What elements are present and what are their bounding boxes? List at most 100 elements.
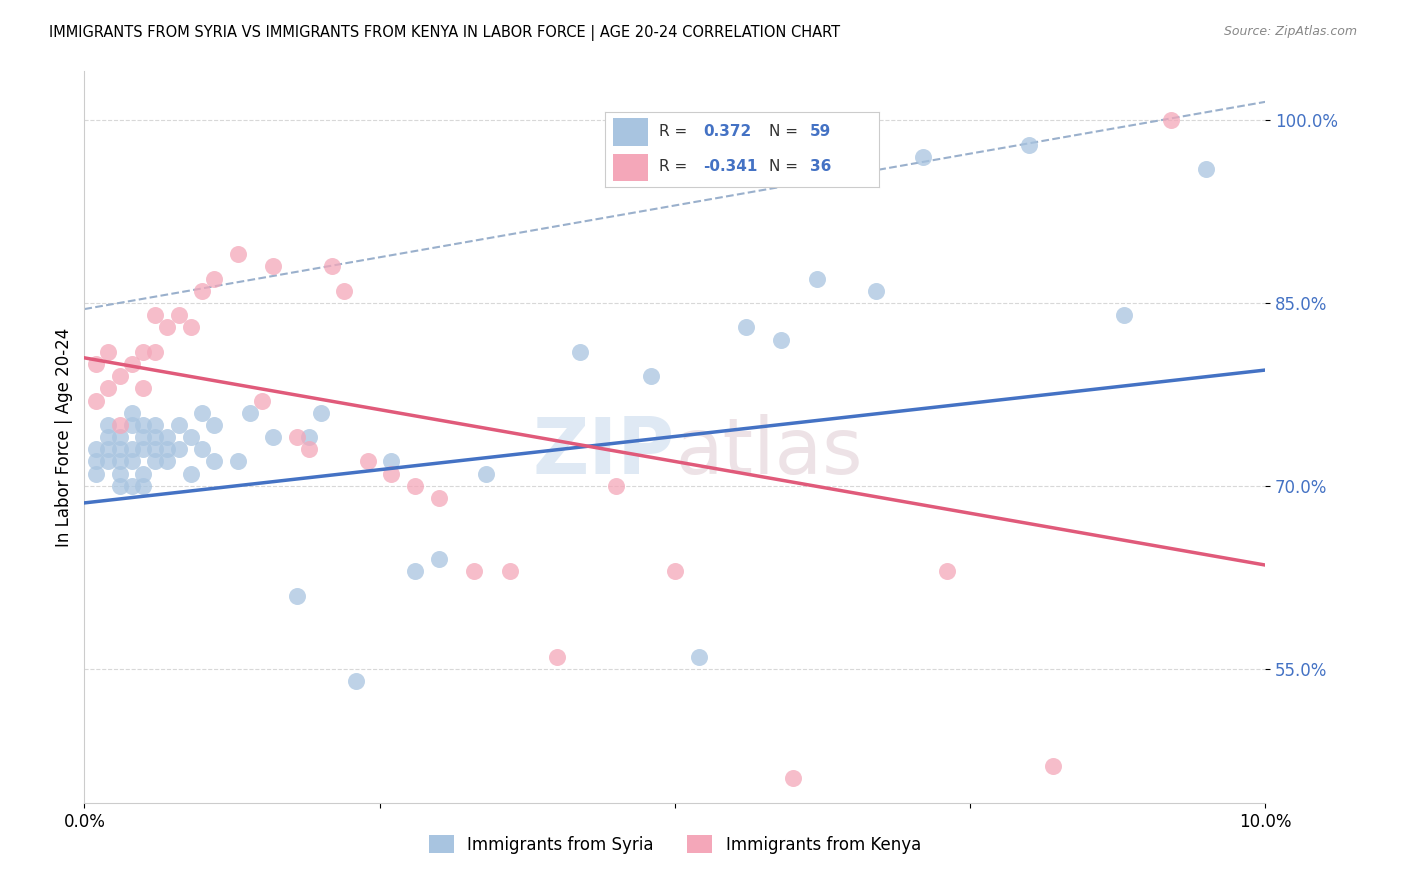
Point (569, 344, 592, 359)
Y-axis label: In Labor Force | Age 20-24: In Labor Force | Age 20-24 (55, 327, 73, 547)
Point (121, 417, 143, 432)
Point (108, 454, 131, 468)
Point (427, 552, 450, 566)
Point (108, 479, 131, 493)
Point (97, 344, 120, 359)
Point (132, 417, 155, 432)
Point (121, 454, 143, 468)
Point (121, 357, 143, 371)
Point (865, 284, 887, 298)
Point (806, 271, 828, 285)
Point (108, 430, 131, 444)
Point (202, 271, 225, 285)
Text: R =: R = (659, 125, 693, 139)
Point (132, 479, 155, 493)
Point (498, 564, 520, 578)
Point (463, 564, 485, 578)
Point (156, 430, 179, 444)
Text: IMMIGRANTS FROM SYRIA VS IMMIGRANTS FROM KENYA IN LABOR FORCE | AGE 20-24 CORREL: IMMIGRANTS FROM SYRIA VS IMMIGRANTS FROM… (49, 25, 841, 41)
Text: N =: N = (769, 160, 803, 174)
Point (285, 589, 308, 603)
Point (262, 260, 284, 274)
Legend: Immigrants from Syria, Immigrants from Kenya: Immigrants from Syria, Immigrants from K… (422, 829, 928, 860)
Point (167, 442, 190, 457)
Point (546, 649, 568, 664)
Point (1018, 137, 1040, 152)
Point (191, 284, 214, 298)
Point (143, 417, 166, 432)
Point (97, 430, 120, 444)
Point (309, 406, 332, 420)
Point (250, 393, 273, 408)
Point (121, 479, 143, 493)
Point (108, 417, 131, 432)
Point (321, 260, 343, 274)
Point (333, 284, 356, 298)
Point (167, 417, 190, 432)
Point (132, 442, 155, 457)
Point (1195, 161, 1218, 176)
Text: Source: ZipAtlas.com: Source: ZipAtlas.com (1223, 25, 1357, 38)
Point (202, 417, 225, 432)
Point (427, 491, 450, 505)
Point (285, 430, 308, 444)
Point (84, 393, 107, 408)
Point (404, 479, 426, 493)
Point (605, 479, 627, 493)
Point (121, 442, 143, 457)
Point (132, 381, 155, 395)
Point (121, 406, 143, 420)
Point (357, 454, 380, 468)
Text: N =: N = (769, 125, 803, 139)
Point (143, 344, 166, 359)
Point (380, 454, 402, 468)
Point (143, 430, 166, 444)
Text: 0.372: 0.372 (703, 125, 752, 139)
Point (143, 454, 166, 468)
Point (156, 320, 179, 334)
Text: 36: 36 (810, 160, 831, 174)
Point (734, 320, 756, 334)
Point (191, 442, 214, 457)
Point (664, 564, 686, 578)
Point (1042, 759, 1064, 773)
Point (298, 430, 321, 444)
Point (132, 344, 155, 359)
Point (108, 369, 131, 384)
Point (911, 150, 934, 164)
Point (132, 467, 155, 481)
FancyBboxPatch shape (613, 154, 648, 181)
Point (191, 406, 214, 420)
Point (344, 673, 367, 688)
Point (180, 467, 202, 481)
Point (380, 467, 402, 481)
Point (97, 442, 120, 457)
Point (97, 417, 120, 432)
Point (97, 381, 120, 395)
Point (202, 454, 225, 468)
Point (84, 442, 107, 457)
Point (475, 467, 498, 481)
Text: -0.341: -0.341 (703, 160, 758, 174)
Point (404, 564, 426, 578)
Point (1112, 308, 1135, 322)
Point (180, 320, 202, 334)
Point (226, 454, 249, 468)
Point (132, 430, 155, 444)
Point (770, 333, 793, 347)
Point (143, 442, 166, 457)
Point (239, 406, 262, 420)
Point (688, 649, 710, 664)
Text: R =: R = (659, 160, 693, 174)
Point (935, 564, 957, 578)
Point (156, 454, 179, 468)
FancyBboxPatch shape (613, 119, 648, 145)
Point (226, 247, 249, 261)
Point (167, 308, 190, 322)
Point (262, 430, 284, 444)
Point (156, 442, 179, 457)
Text: ZIP: ZIP (533, 414, 675, 490)
Point (84, 357, 107, 371)
Point (640, 369, 662, 384)
Text: atlas: atlas (675, 414, 862, 490)
